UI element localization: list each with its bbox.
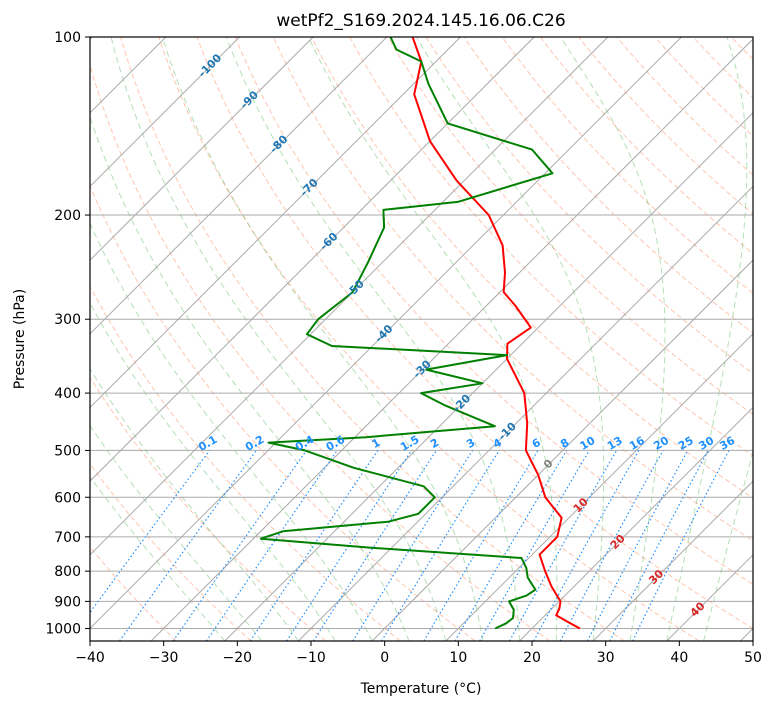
- dry-adiabat-line: [90, 285, 401, 641]
- plot-background: [90, 37, 753, 641]
- dry-adiabat-line: [196, 37, 753, 630]
- y-tick-label: 900: [54, 594, 81, 610]
- mixing-ratio-line: [249, 450, 379, 641]
- dry-adiabat-line: [539, 37, 753, 255]
- y-tick-label: 1000: [45, 621, 81, 637]
- isotherm-gridline: [90, 37, 609, 556]
- plot-frame: [89, 36, 754, 642]
- moist-adiabat-line: [90, 424, 262, 641]
- mixing-ratio-line: [559, 450, 664, 641]
- mixing-ratio-line: [205, 450, 338, 641]
- isotherm-gridline: [90, 37, 388, 335]
- dry-adiabat-line: [158, 37, 700, 641]
- moist-adiabat-line: [559, 37, 666, 641]
- dry-adiabat-line: [615, 37, 753, 176]
- y-tick-label: 300: [54, 312, 81, 328]
- dry-adiabat-line: [425, 37, 753, 375]
- isotherm-gridline: [592, 480, 753, 641]
- isotherm-gridline: [90, 37, 314, 261]
- mixing-ratio-line: [632, 450, 730, 641]
- x-tick-label: 40: [670, 650, 688, 666]
- dry-adiabat-line: [387, 37, 753, 415]
- dry-adiabat-line: [234, 37, 753, 585]
- x-tick-label: −40: [75, 650, 105, 666]
- mixing-ratio-line: [119, 450, 257, 641]
- y-tick-label: 700: [54, 530, 81, 546]
- background-lines: [90, 28, 775, 641]
- y-tick-label: 200: [54, 208, 81, 224]
- moist-adiabat-line: [90, 114, 410, 641]
- y-axis-label: Pressure (hPa): [12, 289, 28, 389]
- x-tick-label: 30: [597, 650, 615, 666]
- chart-title: wetPf2_S169.2024.145.16.06.C26: [276, 11, 565, 31]
- mixing-ratio-line: [172, 450, 307, 641]
- moist-adiabat-line: [110, 37, 447, 641]
- moist-adiabat-line: [161, 37, 484, 641]
- dry-adiabat-line: [120, 37, 625, 641]
- x-tick-label: 20: [523, 650, 541, 666]
- isotherm-gridline: [224, 112, 753, 641]
- mixing-ratio-line: [533, 450, 640, 641]
- dry-adiabat-line: [90, 63, 551, 641]
- mixing-ratio-line: [286, 450, 413, 641]
- moist-adiabat-line: [90, 476, 226, 641]
- y-tick-label: 500: [54, 443, 81, 459]
- x-tick-label: 0: [380, 650, 389, 666]
- mixing-ratio-line: [90, 450, 211, 614]
- isotherm-gridline: [445, 333, 753, 641]
- moist-adiabat-line: [703, 450, 753, 641]
- mixing-ratio-line: [509, 450, 618, 641]
- x-tick-label: 10: [449, 650, 467, 666]
- isotherm-gridline: [150, 38, 753, 641]
- x-tick-label: −30: [149, 650, 179, 666]
- axes: −40 −30 −20 −10 0 10 20 30 40 50 100 200 300 400 500 60…: [45, 30, 762, 666]
- dry-adiabat-line: [501, 37, 753, 294]
- profile-lines: [259, 37, 581, 630]
- moist-adiabat-line: [90, 222, 373, 641]
- isotherm-gridline: [298, 185, 753, 641]
- y-tick-label: 400: [54, 386, 81, 402]
- x-tick-label: 50: [744, 650, 762, 666]
- isotherm-gridline: [519, 406, 753, 641]
- moist-adiabat-line: [90, 302, 336, 641]
- dry-adiabat-line: [348, 37, 753, 457]
- y-tick-label: 100: [54, 30, 81, 46]
- moist-adiabat-line: [415, 37, 605, 641]
- isotherm-gridline: [90, 37, 682, 630]
- y-tick-label: 600: [54, 490, 81, 506]
- dewpoint-profile-line: [259, 37, 554, 630]
- isotherm-gridline: [90, 37, 240, 188]
- y-tick-label: 800: [54, 564, 81, 580]
- x-axis-label: Temperature (°C): [360, 681, 482, 697]
- mixing-ratio-line: [381, 450, 500, 641]
- x-tick-label: −10: [296, 650, 326, 666]
- mixing-ratio-line: [312, 450, 437, 641]
- isotherm-gridline: [371, 259, 753, 641]
- isotherm-gridline: [90, 37, 461, 409]
- x-tick-label: −20: [223, 650, 253, 666]
- moist-adiabat-line: [666, 37, 748, 641]
- dry-adiabat-line: [90, 184, 476, 641]
- dry-adiabat-line: [272, 37, 753, 542]
- dry-adiabat-line: [760, 28, 775, 641]
- isotherm-gridline: [90, 37, 535, 482]
